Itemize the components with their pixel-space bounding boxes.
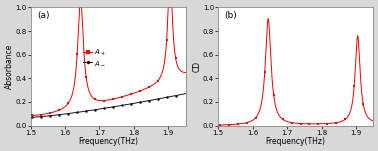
X-axis label: Frequency(THz): Frequency(THz) <box>78 137 138 146</box>
Legend: $A_+$, $A_-$: $A_+$, $A_-$ <box>81 45 108 69</box>
Text: (a): (a) <box>37 11 50 20</box>
Y-axis label: CD: CD <box>192 61 201 72</box>
Y-axis label: Absorbance: Absorbance <box>5 44 14 89</box>
X-axis label: Frequency(THz): Frequency(THz) <box>266 137 326 146</box>
Text: (b): (b) <box>225 11 237 20</box>
